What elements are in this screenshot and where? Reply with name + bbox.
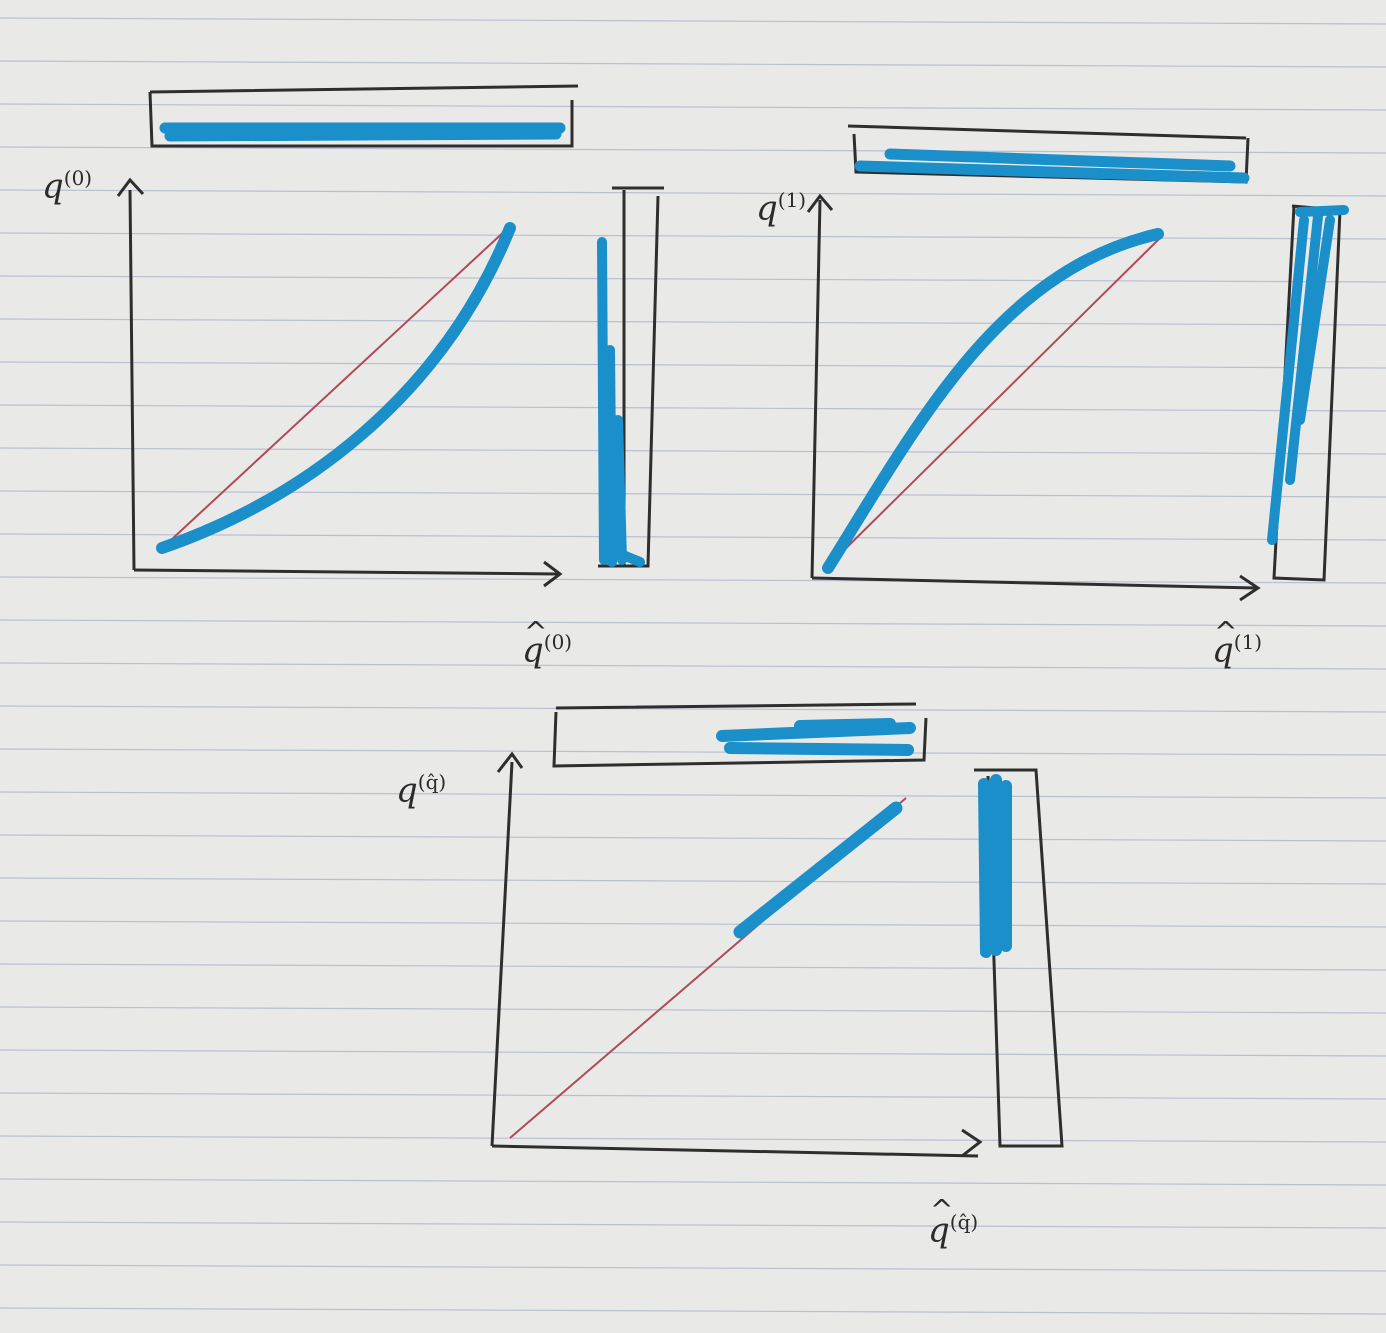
panel-q0-calibration-curve (156, 222, 516, 554)
ruled-line (0, 791, 1386, 799)
panel-qhat (490, 702, 1064, 1158)
panel-q1-x-arrow (1239, 574, 1261, 602)
ruled-line (0, 232, 1386, 240)
panel-qhat-x-hat-icon: ^ (930, 1193, 954, 1226)
panel-q0-x-arrow (543, 560, 563, 588)
panel-q0-top-hist-box (148, 84, 579, 148)
panel-q0-x-label: q(0) (522, 630, 573, 671)
ruled-line (0, 361, 1386, 369)
ruled-line (0, 146, 1386, 154)
panel-q1-top-hist-fill (854, 148, 1250, 184)
panel-q1 (806, 124, 1349, 602)
panel-qhat-y-label: q(q̂) (396, 770, 447, 811)
panel-qhat-x-arrow (961, 1128, 983, 1158)
panel-q0-x-axis (133, 568, 559, 576)
panel-qhat-right-hist-fill (978, 774, 1012, 958)
panel-q0-diagonal (157, 227, 509, 553)
panel-q0 (116, 84, 664, 588)
panel-q0-y-label: q(0) (42, 166, 93, 207)
panel-q1-y-label: q(1) (756, 188, 807, 229)
panel-q0-right-hist-fill (597, 237, 645, 567)
panel-q1-y-axis (810, 199, 822, 579)
panel-q1-x-label: q(1) (1212, 630, 1263, 671)
ruled-line (0, 17, 1386, 25)
panel-q1-x-hat-icon: ^ (1214, 615, 1238, 648)
ruled-line (0, 1135, 1386, 1143)
ruled-line (0, 1221, 1386, 1229)
ruled-line (0, 189, 1386, 197)
ruled-line (0, 447, 1386, 455)
panel-q0-y-axis (128, 189, 136, 571)
ruled-line (0, 748, 1386, 756)
panel-qhat-y-arrow (496, 751, 524, 773)
panel-q1-calibration-curve (822, 228, 1164, 574)
ruled-line (0, 275, 1386, 283)
panel-qhat-x-axis (491, 1144, 979, 1158)
ruled-line (0, 1264, 1386, 1272)
ruled-line (0, 963, 1386, 971)
ruled-line (0, 404, 1386, 412)
ruled-line (0, 662, 1386, 670)
ruled-line (0, 60, 1386, 68)
panel-qhat-y-axis (490, 761, 514, 1147)
ruled-line (0, 1006, 1386, 1014)
ruled-line (0, 920, 1386, 928)
panel-q1-diagonal (825, 237, 1161, 569)
panel-qhat-top-hist-fill (716, 718, 916, 756)
panel-q0-x-hat-icon: ^ (524, 615, 548, 648)
panel-qhat-top-hist-box (552, 702, 928, 768)
ruled-line (0, 533, 1386, 541)
ruled-line (0, 1178, 1386, 1186)
ruled-line (0, 1049, 1386, 1057)
ruled-line (0, 877, 1386, 885)
panel-qhat-x-label: q(q̂) (928, 1210, 979, 1251)
panel-q1-y-arrow (806, 193, 834, 213)
panel-q0-top-hist-fill (159, 122, 566, 142)
panel-qhat-calibration-curve (733, 801, 903, 939)
ruled-line (0, 576, 1386, 584)
panel-q1-x-axis (811, 576, 1257, 590)
ruled-line (0, 1307, 1386, 1315)
panel-q1-right-hist-fill (1267, 205, 1349, 545)
ruled-line (0, 619, 1386, 627)
ruled-line (0, 834, 1386, 842)
panel-q0-y-arrow (116, 177, 145, 197)
ruled-line (0, 1092, 1386, 1100)
panel-qhat-right-hist-box (974, 768, 1064, 1148)
ruled-line (0, 318, 1386, 326)
ruled-line (0, 103, 1386, 111)
ruled-line (0, 705, 1386, 713)
ruled-lines (0, 17, 1386, 1315)
ruled-line (0, 490, 1386, 498)
